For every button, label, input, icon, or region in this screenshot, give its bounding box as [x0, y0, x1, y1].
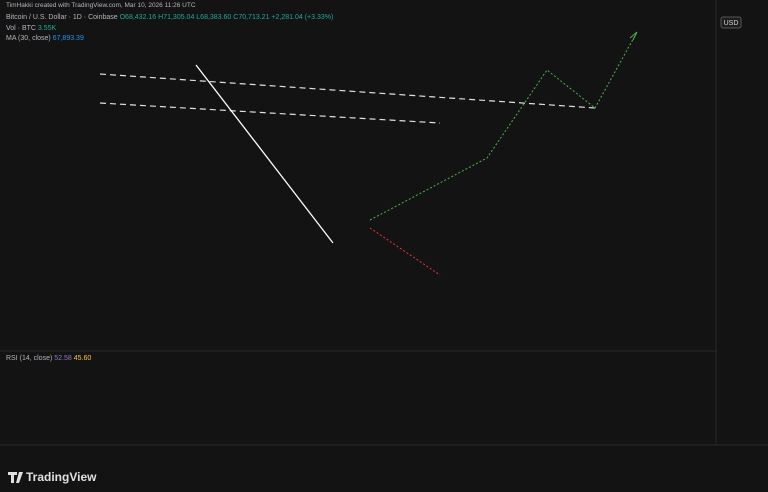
- logo: TradingView: [26, 470, 97, 484]
- ohlc: O68,432.16 H71,305.04 L68,383.60 C70,713…: [119, 14, 334, 21]
- rsi-ma-value: 45.60: [73, 355, 92, 362]
- currency: USD: [724, 20, 739, 27]
- trend-line: [195, 64, 334, 244]
- symbol: Bitcoin / U.S. Dollar · 1D · Coinbase: [6, 14, 118, 21]
- ma-value: 67,893.39: [52, 35, 84, 42]
- drawings: [99, 31, 638, 276]
- trend-line: [99, 73, 596, 109]
- currency-box: [720, 16, 742, 29]
- legend-row: Vol · BTC 3.55K: [6, 25, 56, 32]
- arrow-head: [629, 31, 638, 41]
- logo-icon: [8, 472, 23, 483]
- ma: MA (30, close): [6, 35, 51, 42]
- projection-path: [369, 31, 638, 221]
- legend-row: Bitcoin / U.S. Dollar · 1D · Coinbase O6…: [6, 14, 333, 21]
- rsi-value: 52.58: [54, 355, 72, 362]
- volume-value: 3.55K: [37, 25, 57, 32]
- legend-row: MA (30, close) 67,893.39: [6, 35, 84, 42]
- rsi: RSI (14, close): [6, 355, 53, 362]
- credit: TimHakki created with TradingView.com, M…: [6, 2, 196, 9]
- legend-row: RSI (14, close) 52.58 45.60: [6, 355, 91, 362]
- trend-line: [99, 102, 441, 124]
- volume: Vol · BTC: [6, 25, 36, 32]
